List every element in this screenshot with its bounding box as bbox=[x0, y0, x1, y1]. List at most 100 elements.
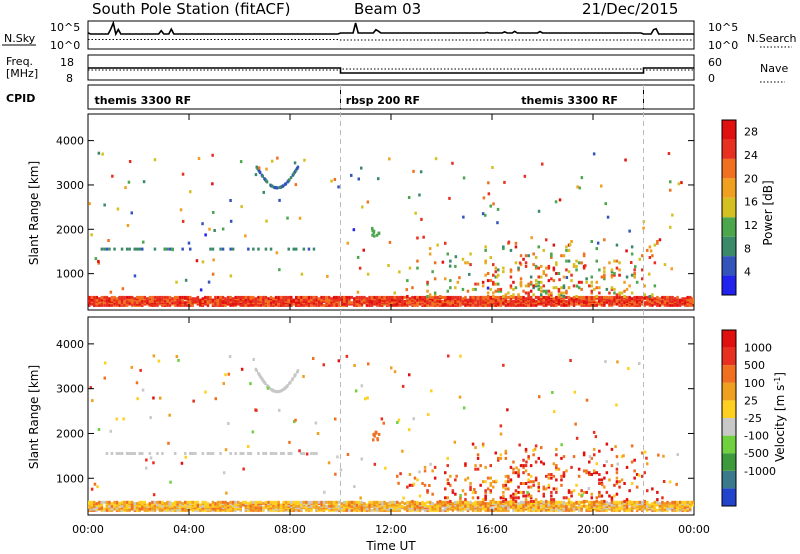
heatmap-cell bbox=[247, 452, 250, 455]
heatmap-cell bbox=[547, 485, 551, 489]
heatmap-cell bbox=[512, 287, 515, 291]
heatmap-cell bbox=[482, 196, 486, 200]
heatmap-cell bbox=[492, 480, 495, 484]
heatmap-cell bbox=[527, 480, 530, 484]
heatmap-cell bbox=[598, 490, 601, 494]
heatmap-cell bbox=[310, 500, 313, 504]
heatmap-cell bbox=[489, 482, 492, 485]
heatmap-cell bbox=[519, 277, 523, 281]
heatmap-cell bbox=[320, 295, 323, 299]
heatmap-cell bbox=[469, 252, 472, 256]
heatmap-cell bbox=[360, 457, 363, 461]
heatmap-cell bbox=[471, 442, 475, 446]
heatmap-cell bbox=[524, 291, 528, 295]
heatmap-cell bbox=[671, 504, 674, 508]
freq-label-line1: Freq. bbox=[6, 55, 33, 68]
heatmap-cell bbox=[259, 500, 263, 504]
y-tick-label: 4000 bbox=[56, 338, 84, 351]
heatmap-cell bbox=[618, 293, 621, 297]
y-tick-label: 3000 bbox=[56, 179, 84, 192]
heatmap-cell bbox=[401, 504, 404, 508]
heatmap-cell bbox=[519, 301, 523, 305]
heatmap-cell bbox=[555, 263, 558, 267]
heatmap-cell bbox=[187, 241, 191, 245]
heatmap-cell bbox=[675, 482, 678, 486]
heatmap-cell bbox=[570, 240, 573, 243]
heatmap-cell bbox=[527, 282, 530, 286]
heatmap-cell bbox=[555, 490, 558, 494]
heatmap-cell bbox=[345, 295, 348, 299]
heatmap-cell bbox=[643, 504, 646, 508]
heatmap-cell bbox=[633, 476, 636, 480]
heatmap-cell bbox=[254, 500, 258, 504]
heatmap-cell bbox=[484, 502, 487, 506]
heatmap-cell bbox=[377, 432, 381, 436]
heatmap-cell bbox=[247, 445, 250, 448]
heatmap-cell bbox=[115, 452, 119, 455]
heatmap-cell bbox=[628, 499, 631, 503]
heatmap-cell bbox=[620, 478, 624, 482]
heatmap-cell bbox=[100, 503, 104, 507]
heatmap-cell bbox=[128, 247, 131, 251]
heatmap-cell bbox=[401, 384, 405, 388]
heatmap-cell bbox=[130, 295, 134, 299]
heatmap-cell bbox=[426, 289, 429, 293]
heatmap-cell bbox=[578, 186, 581, 190]
heatmap-cell bbox=[454, 506, 457, 510]
heatmap-cell bbox=[418, 295, 422, 299]
heatmap-cell bbox=[630, 291, 634, 295]
heatmap-cell bbox=[370, 508, 374, 512]
heatmap-cell bbox=[499, 299, 503, 303]
heatmap-cell bbox=[615, 455, 619, 459]
heatmap-cell bbox=[353, 364, 356, 367]
heatmap-cell bbox=[282, 500, 285, 504]
heatmap-cell bbox=[641, 474, 644, 478]
heatmap-cell bbox=[648, 503, 652, 507]
heatmap-cell bbox=[133, 297, 136, 301]
heatmap-cell bbox=[138, 295, 141, 299]
heatmap-cell bbox=[615, 480, 619, 484]
heatmap-cell bbox=[123, 500, 126, 504]
heatmap-cell bbox=[582, 266, 586, 270]
heatmap-cell bbox=[567, 301, 571, 305]
heatmap-cell bbox=[471, 490, 475, 494]
heatmap-cell bbox=[382, 421, 385, 425]
heatmap-cell bbox=[153, 500, 157, 504]
heatmap-cell bbox=[570, 503, 573, 507]
heatmap-cell bbox=[221, 504, 225, 508]
heatmap-cell bbox=[545, 299, 548, 303]
heatmap-cell bbox=[476, 500, 480, 504]
heatmap-cell bbox=[353, 485, 356, 489]
heatmap-cell bbox=[469, 500, 472, 504]
heatmap-cell bbox=[110, 502, 114, 506]
heatmap-cell bbox=[474, 500, 477, 504]
heatmap-cell bbox=[466, 500, 470, 504]
heatmap-cell bbox=[293, 420, 296, 424]
heatmap-cell bbox=[357, 177, 360, 181]
heatmap-cell bbox=[610, 286, 614, 290]
heatmap-cell bbox=[287, 298, 290, 302]
heatmap-cell bbox=[522, 500, 525, 504]
heatmap-cell bbox=[545, 295, 548, 299]
cpid-frame bbox=[87, 84, 695, 110]
heatmap-cell bbox=[111, 174, 114, 178]
heatmap-cell bbox=[638, 295, 641, 299]
heatmap-cell bbox=[613, 291, 616, 295]
heatmap-cell bbox=[152, 493, 156, 497]
heatmap-cell bbox=[514, 261, 518, 265]
heatmap-cell bbox=[262, 190, 265, 194]
heatmap-cell bbox=[492, 295, 495, 298]
heatmap-cell bbox=[598, 291, 601, 295]
heatmap-cell bbox=[481, 280, 485, 284]
heatmap-cell bbox=[221, 295, 225, 299]
heatmap-cell bbox=[108, 500, 111, 504]
heatmap-cell bbox=[560, 456, 563, 460]
heatmap-cell bbox=[242, 467, 245, 471]
heatmap-cell bbox=[244, 500, 247, 504]
heatmap-cell bbox=[291, 377, 295, 381]
heatmap-cell bbox=[97, 151, 101, 155]
heatmap-cell bbox=[343, 500, 346, 504]
heatmap-cell bbox=[517, 293, 520, 297]
power-colorbar-label: Power [dB] bbox=[761, 180, 775, 245]
heatmap-cell bbox=[249, 382, 252, 386]
